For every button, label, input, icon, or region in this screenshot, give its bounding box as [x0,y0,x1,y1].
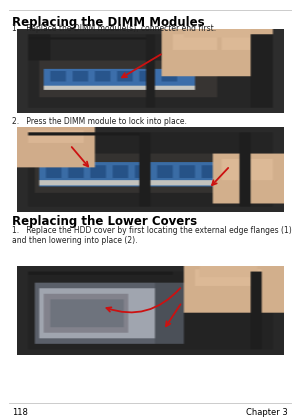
Text: 1.   Replace the HDD cover by first locating the external edge flanges (1) and t: 1. Replace the HDD cover by first locati… [12,226,292,245]
Text: Replacing the DIMM Modules: Replacing the DIMM Modules [12,16,205,29]
Text: Replacing the Lower Covers: Replacing the Lower Covers [12,215,197,228]
Text: Chapter 3: Chapter 3 [246,408,288,417]
Text: 118: 118 [12,408,28,417]
Text: 2.   Press the DIMM module to lock into place.: 2. Press the DIMM module to lock into pl… [12,117,187,126]
Text: 1.   Replace the DIMM module(s), connecter end first.: 1. Replace the DIMM module(s), connecter… [12,24,216,33]
